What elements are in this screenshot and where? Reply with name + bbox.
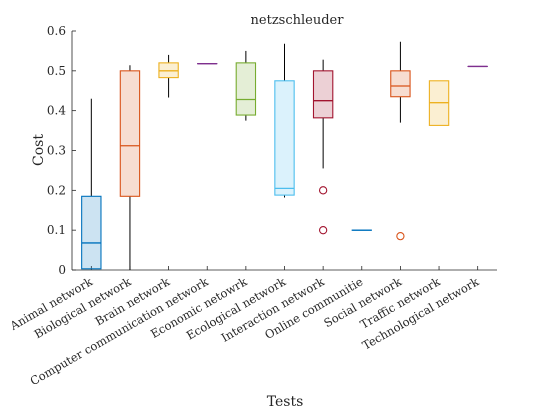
outlier-point xyxy=(318,186,328,195)
y-axis-label: Cost xyxy=(31,134,47,166)
box-group xyxy=(158,54,179,98)
box-group xyxy=(81,98,102,270)
y-tick-label: 0.4 xyxy=(47,104,66,118)
box-group xyxy=(428,80,450,126)
x-axis-label: Tests xyxy=(267,394,304,410)
y-tick-label: 0.6 xyxy=(47,24,66,38)
box-group xyxy=(235,50,257,121)
box xyxy=(235,62,257,116)
y-tick-label: 0.2 xyxy=(47,183,66,197)
box-group xyxy=(312,59,334,235)
boxes-layer xyxy=(81,41,488,270)
box xyxy=(274,80,295,196)
box-group xyxy=(274,43,295,198)
y-tick-label: 0.1 xyxy=(47,223,66,237)
box xyxy=(390,70,411,98)
y-tick-label: 0 xyxy=(58,263,66,277)
y-tick-label: 0.3 xyxy=(47,144,66,158)
outlier-point xyxy=(318,226,328,235)
box xyxy=(81,195,102,270)
outlier-point xyxy=(396,231,405,241)
chart-title: netzschleuder xyxy=(251,13,345,28)
box xyxy=(312,70,334,119)
box xyxy=(119,70,141,197)
box-group xyxy=(390,41,411,241)
y-tick-label: 0.5 xyxy=(47,64,66,78)
box-group xyxy=(119,65,141,270)
